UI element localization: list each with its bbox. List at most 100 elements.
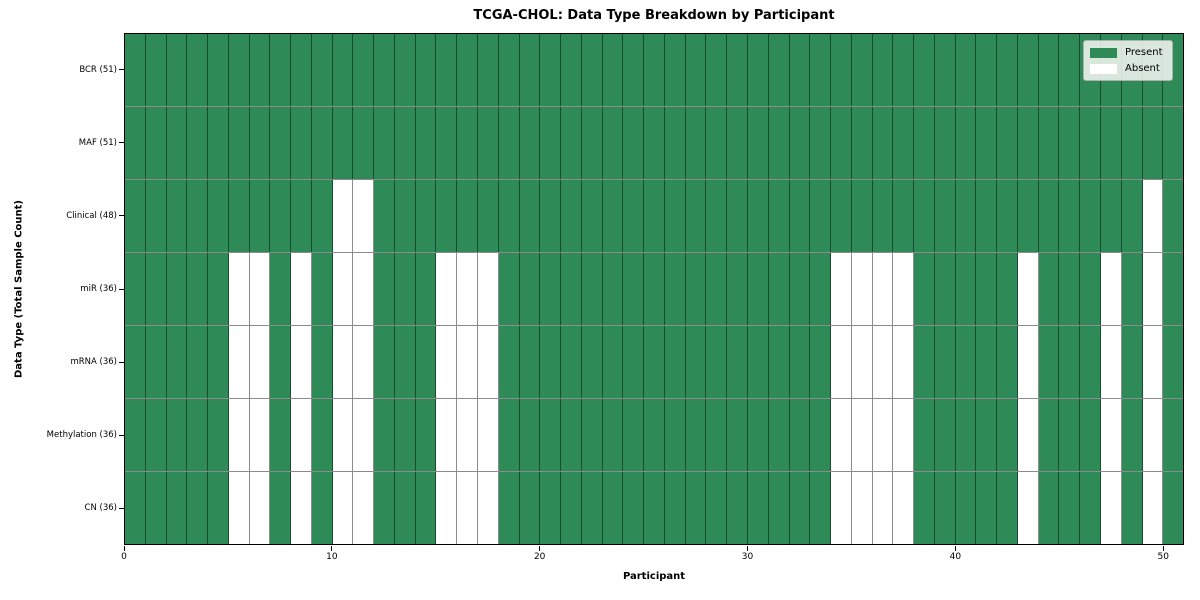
heatmap-cell (851, 253, 873, 325)
heatmap-cell (644, 34, 665, 106)
heatmap-cell (1017, 253, 1039, 325)
heatmap-cell (934, 180, 956, 252)
heatmap-cell (1017, 472, 1039, 544)
heatmap-cell (125, 180, 146, 252)
heatmap-cell (1080, 180, 1101, 252)
legend: Present Absent (1083, 40, 1173, 81)
heatmap-cell (519, 326, 541, 398)
heatmap-cell (374, 399, 395, 471)
heatmap-cell (332, 180, 354, 252)
heatmap-cell (623, 34, 645, 106)
heatmap-cell (311, 472, 333, 544)
heatmap-cell (374, 180, 395, 252)
heatmap-cell (747, 253, 769, 325)
heatmap-cell (1100, 253, 1122, 325)
heatmap-cell (374, 326, 395, 398)
x-tick-label: 50 (1157, 552, 1169, 562)
heatmap-cell (747, 326, 769, 398)
x-axis-title: Participant (622, 571, 686, 582)
heatmap-row-Methylation (125, 399, 1184, 472)
y-tick-mark (119, 507, 124, 509)
heatmap-cell (1142, 180, 1164, 252)
heatmap-cell (602, 326, 624, 398)
y-tick-label: MAF (51) (78, 137, 117, 148)
heatmap-cell (415, 180, 437, 252)
x-tick-label: 20 (533, 552, 546, 562)
heatmap-cell (125, 326, 146, 398)
heatmap-cell (851, 180, 873, 252)
heatmap-cell (581, 253, 603, 325)
heatmap-cell (394, 326, 416, 398)
heatmap-cell (581, 472, 603, 544)
heatmap-cell (1142, 399, 1164, 471)
heatmap-cell (291, 34, 312, 106)
y-tick-label: mRNA (36) (70, 357, 117, 368)
heatmap-cell (1163, 399, 1184, 471)
x-tick-mark (123, 546, 125, 551)
heatmap-cell (519, 34, 541, 106)
heatmap-cell (1163, 326, 1184, 398)
heatmap-cell (519, 399, 541, 471)
heatmap-cell (789, 107, 811, 179)
heatmap-cell (457, 326, 479, 398)
heatmap-cell (187, 399, 209, 471)
heatmap-cell (291, 253, 312, 325)
heatmap-cell (540, 399, 562, 471)
heatmap-cell (789, 326, 811, 398)
heatmap-cell (540, 107, 562, 179)
heatmap-cell (602, 253, 624, 325)
heatmap-cell (727, 253, 748, 325)
heatmap-cell (602, 399, 624, 471)
heatmap-cell (457, 399, 479, 471)
heatmap-cell (270, 34, 292, 106)
heatmap-cell (747, 180, 769, 252)
heatmap-cell (145, 399, 167, 471)
heatmap-cell (851, 399, 873, 471)
heatmap-cell (394, 399, 416, 471)
heatmap-cell (415, 107, 437, 179)
heatmap-cell (1038, 326, 1060, 398)
heatmap-cell (768, 107, 790, 179)
heatmap-cell (457, 180, 479, 252)
heatmap-cell (955, 399, 977, 471)
heatmap-row-MAF (125, 107, 1184, 180)
x-tick-mark (954, 546, 956, 551)
heatmap-cell (270, 399, 292, 471)
heatmap-cell (415, 34, 437, 106)
heatmap-cell (1163, 180, 1184, 252)
heatmap-cell (415, 326, 437, 398)
heatmap-cell (914, 253, 935, 325)
heatmap-cell (851, 472, 873, 544)
heatmap-cell (478, 253, 499, 325)
heatmap-cell (478, 107, 499, 179)
heatmap-cell (540, 34, 562, 106)
heatmap-cell (332, 253, 354, 325)
heatmap-cell (498, 472, 520, 544)
heatmap-cell (145, 326, 167, 398)
heatmap-cell (249, 472, 271, 544)
heatmap-cell (187, 253, 209, 325)
heatmap-cell (1100, 326, 1122, 398)
heatmap-cell (166, 107, 188, 179)
heatmap-cell (831, 472, 852, 544)
heatmap-cell (353, 180, 375, 252)
heatmap-cell (685, 34, 707, 106)
heatmap-cell (872, 399, 894, 471)
heatmap-cell (581, 399, 603, 471)
heatmap-cell (353, 326, 375, 398)
heatmap-cell (187, 34, 209, 106)
y-tick-label: CN (36) (84, 503, 117, 514)
heatmap-cell (1038, 107, 1060, 179)
heatmap-cell (831, 107, 852, 179)
heatmap-cell (1017, 34, 1039, 106)
heatmap-cell (1121, 326, 1143, 398)
heatmap-cell (872, 253, 894, 325)
heatmap-cell (934, 34, 956, 106)
heatmap-cell (208, 326, 229, 398)
x-tick-mark (1162, 546, 1164, 551)
heatmap-cell (872, 326, 894, 398)
heatmap-cell (768, 399, 790, 471)
heatmap-cell (893, 180, 915, 252)
heatmap-cell (208, 180, 229, 252)
heatmap-cell (727, 326, 748, 398)
